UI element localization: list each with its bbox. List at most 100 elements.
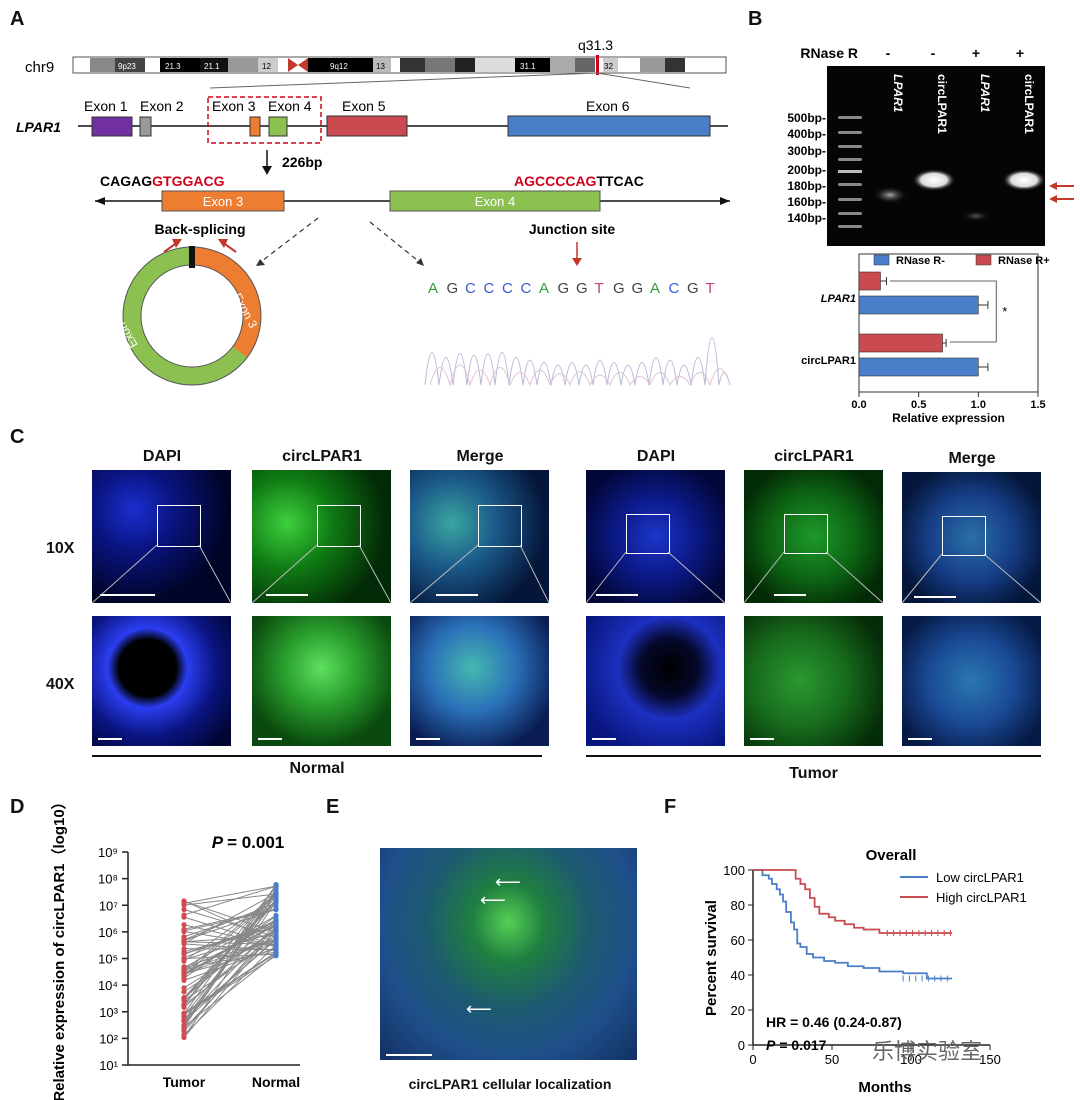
- chromosome-label: chr9: [25, 59, 54, 76]
- svg-text:P= 0.017: P = 0.017: [766, 1037, 827, 1053]
- col-label-circ-normal: circLPAR1: [282, 448, 362, 465]
- significance-bracket: [890, 280, 997, 343]
- svg-text:AGCCCCAGTTCAC: AGCCCCAGTTCAC: [514, 173, 644, 189]
- y-tick-label: 10⁸: [98, 872, 118, 887]
- exon-highlight-box: [207, 96, 322, 144]
- exon-4-expanded: [389, 190, 601, 212]
- panel-f-survival: Overall Percent survival Months 100 80 60 4…: [703, 847, 1027, 1096]
- svg-text:Exon 2: Exon 2: [140, 98, 184, 114]
- base-letter: C: [484, 280, 495, 297]
- image-circ-tumor-40x: [744, 616, 883, 746]
- tumor-point: [181, 940, 187, 947]
- tumor-point: [181, 1034, 187, 1040]
- normal-point: [273, 923, 279, 929]
- svg-text:200bp-: 200bp-: [787, 163, 826, 177]
- svg-text:21.1: 21.1: [204, 62, 220, 71]
- gene-label: LPAR1: [16, 119, 61, 135]
- exon-5-box: [326, 115, 408, 137]
- y-tick-label: 10⁹: [98, 845, 118, 860]
- svg-text:Exon 4: Exon 4: [475, 194, 515, 209]
- normal-point: [273, 931, 279, 938]
- svg-text:P= 0.001: P = 0.001: [212, 833, 285, 852]
- pair-line: [183, 908, 277, 930]
- normal-point: [273, 893, 279, 899]
- normal-point: [273, 913, 279, 919]
- svg-text:circLPAR1: circLPAR1: [1022, 74, 1036, 134]
- hazard-ratio: HR = 0.46 (0.24-0.87): [766, 1014, 902, 1030]
- tumor-point: [181, 985, 187, 991]
- localization-caption: circLPAR1 cellular localization: [408, 1076, 612, 1092]
- gel-band-lane2: [912, 169, 956, 191]
- svg-text:-: -: [931, 45, 936, 61]
- normal-point: [273, 882, 279, 888]
- bar: [858, 295, 979, 315]
- svg-text:300bp-: 300bp-: [787, 144, 826, 158]
- arrow-icon: ⟵: [495, 872, 521, 892]
- normal-point: [273, 927, 279, 933]
- pair-line: [183, 955, 277, 1016]
- image-dapi-normal-10x: [92, 470, 231, 603]
- svg-text:Exon 1: Exon 1: [84, 98, 128, 114]
- image-circ-normal-10x: [252, 470, 391, 603]
- category-label: circLPAR1: [801, 355, 856, 367]
- x-axis-label: Relative expression: [892, 411, 1005, 425]
- tumor-point: [181, 898, 187, 904]
- tumor-point: [181, 914, 187, 920]
- base-letter: G: [558, 280, 570, 297]
- pair-line: [183, 885, 277, 916]
- tumor-point: [181, 958, 187, 964]
- svg-text:32: 32: [604, 62, 613, 71]
- pair-line: [183, 947, 277, 981]
- y-tick-label: 10⁴: [98, 978, 118, 993]
- normal-point: [273, 953, 279, 959]
- band-marker: q31.3: [578, 37, 613, 53]
- pair-line: [183, 924, 277, 947]
- image-circ-normal-40x: [252, 616, 391, 746]
- panel-label-b: B: [748, 8, 763, 30]
- junction-site-label: Junction site: [529, 221, 616, 237]
- tumor-point: [181, 995, 187, 1001]
- col-label-dapi-tumor: DAPI: [636, 448, 676, 465]
- normal-point: [273, 907, 279, 913]
- image-merge-tumor-10x: [902, 472, 1041, 603]
- y-tick-label: 40: [731, 968, 745, 983]
- normal-point: [273, 903, 279, 909]
- panel-c: DAPI circLPAR1 Merge DAPI circLPAR1 Merg…: [0, 440, 1080, 790]
- significance-star: *: [1002, 304, 1007, 319]
- svg-text:Exon 6: Exon 6: [586, 98, 630, 114]
- pair-line: [183, 892, 277, 944]
- image-dapi-tumor-40x: [586, 616, 725, 746]
- image-merge-normal-40x: [410, 616, 549, 746]
- tumor-point: [181, 977, 187, 983]
- legend-label: RNase R+: [998, 255, 1050, 267]
- y-tick-label: 10⁵: [98, 952, 118, 967]
- pair-line: [183, 909, 277, 938]
- base-letter: T: [706, 280, 715, 297]
- rnase-bar-chart: RNase R- RNase R+ LPAR1 circLPAR1 * 0.0 0.5 1.0…: [801, 253, 1050, 425]
- exon-2-box: [139, 116, 152, 137]
- watermark: 乐博实验室: [872, 1040, 983, 1065]
- tumor-point: [181, 934, 187, 940]
- survival-xlabel: Months: [858, 1079, 911, 1096]
- base-letter: G: [687, 280, 699, 297]
- pair-line: [183, 952, 277, 1015]
- exon-3-box: [249, 116, 261, 137]
- survival-ylabel: Percent survival: [703, 900, 720, 1016]
- rnase-label: RNase R: [800, 45, 858, 61]
- exon-4-box: [268, 116, 288, 137]
- svg-text:Exon 5: Exon 5: [342, 98, 386, 114]
- svg-text:CAGAGGTGGACG: CAGAGGTGGACG: [100, 173, 225, 189]
- gel-image: [827, 66, 1045, 246]
- arrow-icon: ⟵: [466, 999, 492, 1019]
- x-tick-label: 100: [900, 1052, 922, 1067]
- image-dapi-normal-40x: [92, 616, 231, 746]
- x-tick-label: 150: [979, 1052, 1001, 1067]
- gel-band-lane3: [962, 210, 990, 222]
- svg-text:circLPAR1: circLPAR1: [935, 74, 949, 134]
- pair-line: [183, 905, 277, 938]
- chromatogram-trace: [424, 337, 731, 387]
- group-label-tumor: Tumor: [789, 765, 838, 782]
- pair-line: [183, 895, 277, 1006]
- x-cat-tumor: Tumor: [163, 1074, 206, 1090]
